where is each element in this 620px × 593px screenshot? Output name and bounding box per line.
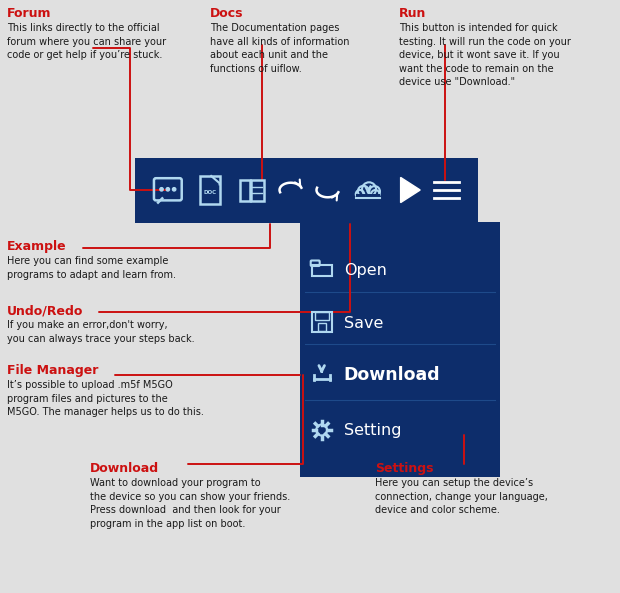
- Text: Here you can setup the device’s
connection, change your language,
device and col: Here you can setup the device’s connecti…: [374, 478, 547, 515]
- Text: It’s possible to upload .m5f M5GO
program files and pictures to the
M5GO. The ma: It’s possible to upload .m5f M5GO progra…: [7, 380, 204, 417]
- Text: Undo/Redo: Undo/Redo: [7, 304, 83, 317]
- Bar: [240, 180, 250, 200]
- Text: Settings: Settings: [374, 462, 433, 475]
- Bar: [312, 265, 332, 276]
- Bar: [135, 158, 477, 223]
- Bar: [356, 194, 379, 201]
- Bar: [251, 180, 264, 200]
- Text: Download: Download: [343, 366, 440, 384]
- Text: Open: Open: [343, 263, 386, 279]
- Text: DOC: DOC: [203, 190, 216, 195]
- Text: Docs: Docs: [210, 7, 243, 20]
- Text: Save: Save: [343, 315, 383, 330]
- Text: If you make an error,don't worry,
you can always trace your steps back.: If you make an error,don't worry, you ca…: [7, 320, 195, 343]
- Circle shape: [172, 187, 176, 191]
- Text: Example: Example: [7, 240, 66, 253]
- Bar: [317, 323, 326, 331]
- Text: Download: Download: [90, 462, 159, 475]
- Text: Here you can find some example
programs to adapt and learn from.: Here you can find some example programs …: [7, 256, 176, 280]
- Bar: [312, 312, 332, 332]
- Bar: [200, 176, 219, 204]
- Text: The Documentation pages
have all kinds of information
about each unit and the
fu: The Documentation pages have all kinds o…: [210, 23, 349, 74]
- Circle shape: [160, 187, 163, 191]
- Text: Forum: Forum: [7, 7, 51, 20]
- Text: File Manager: File Manager: [7, 364, 99, 377]
- Text: Want to download your program to
the device so you can show your friends.
Press : Want to download your program to the dev…: [90, 478, 290, 529]
- Circle shape: [166, 187, 169, 191]
- Text: Setting: Setting: [343, 423, 401, 438]
- Text: This links directly to the official
forum where you can share your
code or get h: This links directly to the official foru…: [7, 23, 166, 60]
- Bar: [299, 222, 500, 477]
- Text: This button is intended for quick
testing. It will run the code on your
device, : This button is intended for quick testin…: [399, 23, 570, 87]
- Polygon shape: [401, 177, 420, 203]
- Bar: [315, 312, 329, 320]
- Text: Run: Run: [399, 7, 426, 20]
